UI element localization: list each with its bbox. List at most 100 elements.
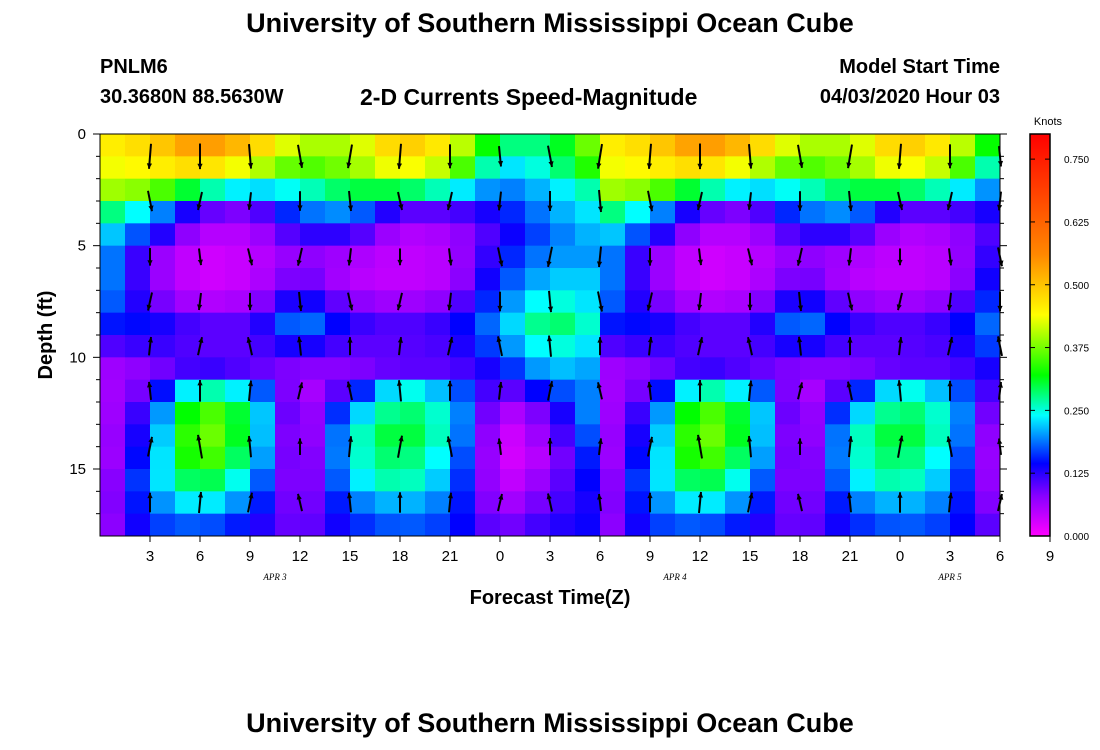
heatmap-cell — [775, 424, 801, 448]
heatmap-cell — [725, 134, 751, 157]
colorbar-tick-label: 0.500 — [1064, 281, 1089, 292]
heatmap-cell — [250, 357, 276, 381]
current-vector-head — [496, 204, 503, 211]
heatmap-cell — [650, 335, 676, 358]
heatmap-cell — [150, 335, 176, 358]
current-vector-head — [798, 162, 804, 168]
heatmap-cell — [275, 491, 301, 515]
current-vector-head — [198, 337, 204, 344]
heatmap-cell — [375, 379, 401, 403]
heatmap-cell — [700, 513, 726, 537]
heatmap-cell — [375, 357, 401, 381]
heatmap-cell — [475, 245, 501, 269]
station-id: PNLM6 — [100, 56, 168, 78]
current-vector-head — [296, 259, 302, 266]
heatmap-cell — [150, 446, 176, 470]
heatmap-cell — [550, 446, 576, 470]
heatmap-cell — [500, 223, 526, 247]
current-vector-head — [297, 205, 303, 211]
current-vector-head — [446, 204, 452, 210]
heatmap-cell — [825, 245, 851, 269]
heatmap-cell — [350, 290, 376, 314]
heatmap-cell — [875, 312, 901, 336]
heatmap-cell — [325, 201, 351, 224]
current-vector-head — [846, 492, 853, 499]
x-tick-label: 3 — [946, 548, 954, 565]
heatmap-cell — [375, 312, 401, 336]
current-vector-head — [648, 205, 654, 212]
heatmap-cell — [500, 178, 526, 202]
heatmap-cell — [375, 469, 401, 492]
current-vector-head — [148, 436, 154, 443]
heatmap-cell — [175, 290, 201, 314]
heatmap-cell — [400, 357, 426, 381]
heatmap-cell — [500, 424, 526, 448]
heatmap-cell — [650, 223, 676, 247]
heatmap-cell — [150, 379, 176, 403]
heatmap-cell — [500, 469, 526, 492]
heatmap-cell — [275, 379, 301, 403]
heatmap-cell — [925, 245, 951, 269]
heatmap-cell — [125, 268, 151, 291]
heatmap-cell — [875, 223, 901, 247]
heatmap-cell — [800, 513, 826, 537]
heatmap-cell — [650, 357, 676, 381]
heatmap-cell — [425, 245, 451, 269]
heatmap-cell — [550, 268, 576, 291]
heatmap-cell — [150, 357, 176, 381]
heatmap-cell — [400, 290, 426, 314]
heatmap-cell — [125, 357, 151, 381]
heatmap-cell — [350, 312, 376, 336]
heatmap-cell — [825, 223, 851, 247]
current-vector-head — [897, 337, 903, 343]
heatmap-cell — [775, 513, 801, 537]
heatmap-cell — [350, 335, 376, 358]
current-vector-head — [147, 381, 153, 388]
current-vector-head — [147, 492, 153, 499]
heatmap-cell — [975, 312, 1001, 336]
heatmap-cell — [100, 513, 126, 537]
current-vector-head — [897, 492, 903, 498]
current-vector-head — [497, 305, 503, 312]
current-vector-head — [597, 206, 604, 212]
heatmap-cell — [175, 357, 201, 381]
heatmap-cell — [500, 290, 526, 314]
heatmap-cell — [225, 201, 251, 224]
heatmap-cell — [300, 513, 326, 537]
y-tick-label: 10 — [69, 349, 86, 366]
heatmap-cell — [100, 379, 126, 403]
heatmap-cell — [100, 491, 126, 515]
heatmap-cell — [250, 268, 276, 291]
colorbar-gradient — [1029, 133, 1051, 537]
heatmap-cell — [150, 223, 176, 247]
heatmap-cell — [925, 402, 951, 425]
heatmap-cell — [950, 402, 976, 425]
heatmap-cell — [850, 245, 876, 269]
heatmap-cell — [275, 469, 301, 492]
heatmap-cell — [600, 312, 626, 336]
heatmap-cell — [825, 469, 851, 492]
current-vector-head — [447, 492, 454, 499]
colorbar: Knots 0.000 0.125 0.250 0.375 0.500 0.625 0.75… — [1029, 116, 1089, 543]
heatmap-cell — [250, 134, 276, 157]
heatmap-cell — [525, 268, 551, 291]
heatmap-cell — [350, 357, 376, 381]
current-vector-head — [246, 337, 252, 344]
heatmap-cell — [825, 178, 851, 202]
heatmap-cell — [875, 178, 901, 202]
heatmap-cell — [400, 312, 426, 336]
heatmap-cell — [250, 446, 276, 470]
heatmap-cell — [150, 424, 176, 448]
y-tick-label: 5 — [78, 238, 86, 255]
heatmap-cell — [600, 134, 626, 157]
heatmap-cell — [875, 491, 901, 515]
heatmap-cell — [125, 469, 151, 492]
heatmap-cell — [450, 491, 476, 515]
heatmap-cell — [850, 424, 876, 448]
current-vector-head — [597, 438, 603, 445]
heatmap-cell — [450, 357, 476, 381]
current-vector-head — [697, 259, 703, 266]
heatmap-cell — [475, 201, 501, 224]
heatmap-cell — [225, 513, 251, 537]
heatmap-cell — [325, 156, 351, 180]
